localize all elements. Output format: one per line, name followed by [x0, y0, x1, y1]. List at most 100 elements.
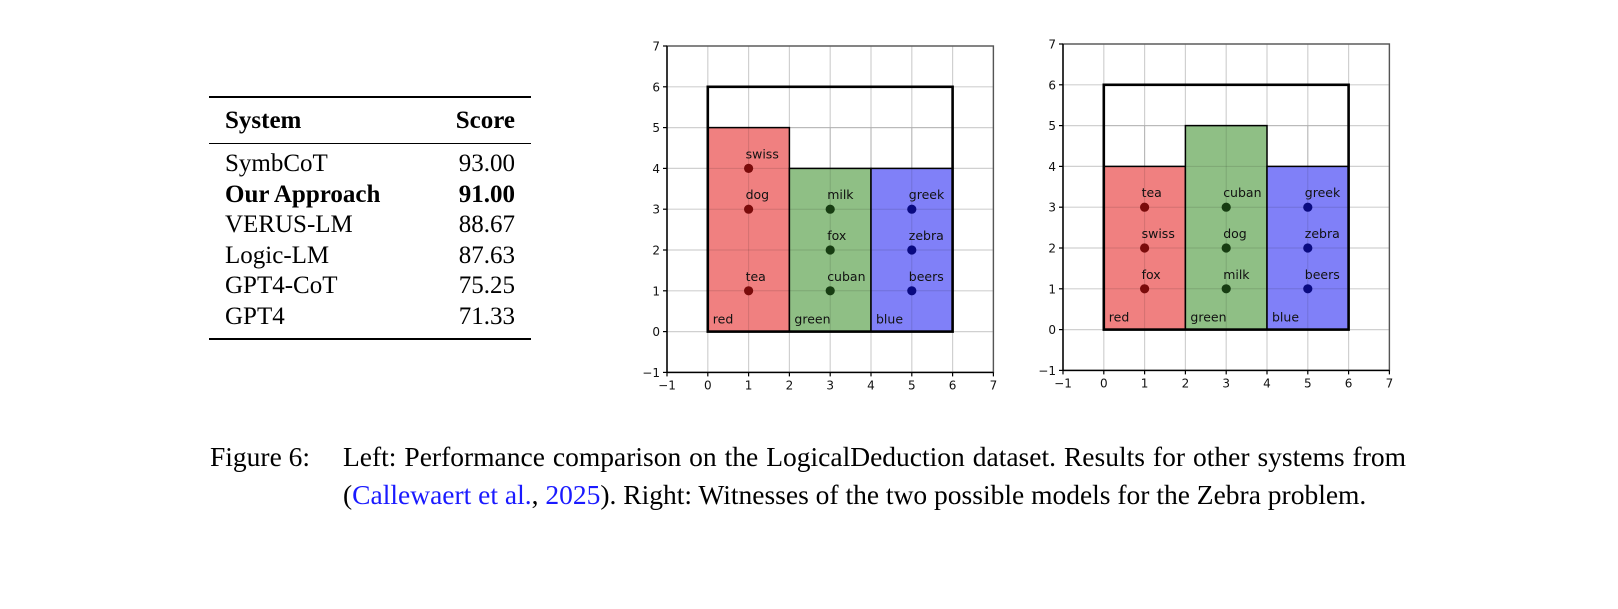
- x-tick-label: 3: [1222, 376, 1230, 390]
- citation-year-link[interactable]: 2025: [545, 479, 600, 510]
- caption-text: Left: Performance comparison on the Logi…: [343, 438, 1406, 514]
- point-beers: [907, 286, 917, 296]
- caption-part-1: Left: Performance comparison on the Logi…: [343, 441, 1406, 510]
- x-tick-label: 6: [949, 378, 957, 392]
- point-label: beers: [1305, 267, 1340, 282]
- point-dog: [744, 204, 754, 214]
- point-dog: [1221, 243, 1231, 253]
- point-label: zebra: [909, 228, 944, 243]
- table-body: SymbCoT 93.00 Our Approach 91.00 VERUS-L…: [209, 144, 531, 338]
- point-swiss: [1140, 243, 1150, 253]
- y-tick-label: 3: [1048, 201, 1056, 215]
- zebra-model-plot-1: red green blue swiss dog tea milk fox cuban greek…: [637, 36, 1013, 402]
- plot-canvas: red green blue swiss dog tea milk fox cuban greek…: [642, 40, 998, 393]
- table-row-highlighted: Our Approach 91.00: [209, 180, 531, 211]
- table-row: GPT4 71.33: [209, 302, 531, 333]
- y-tick-label: 6: [652, 80, 660, 94]
- citation-link[interactable]: Callewaert et al.: [352, 479, 531, 510]
- zebra-model-plot-2: red green blue tea swiss fox cuban dog milk greek…: [1033, 34, 1409, 400]
- point-label: dog: [1223, 226, 1247, 241]
- table-row: SymbCoT 93.00: [209, 149, 531, 180]
- point-cuban: [825, 286, 835, 296]
- x-tick-label: 0: [704, 378, 712, 392]
- point-zebra: [907, 245, 917, 255]
- y-tick-label: 4: [652, 162, 660, 176]
- x-tick-label: −1: [658, 378, 676, 392]
- y-tick-label: 6: [1048, 78, 1056, 92]
- citation-separator: ,: [531, 479, 546, 510]
- point-tea: [1140, 202, 1150, 212]
- x-tick-label: 5: [908, 378, 916, 392]
- street-outline: [706, 85, 954, 333]
- table-bottom-rule: [209, 338, 531, 340]
- point-greek: [907, 204, 917, 214]
- score-value: 91.00: [458, 180, 515, 208]
- x-tick-label: 2: [786, 378, 794, 392]
- system-name: Our Approach: [225, 180, 381, 208]
- point-label: milk: [827, 187, 854, 202]
- point-label: beers: [909, 269, 944, 284]
- results-table: System Score SymbCoT 93.00 Our Approach …: [209, 96, 531, 340]
- x-tick-label: 7: [1386, 376, 1394, 390]
- header-score: Score: [455, 107, 515, 134]
- point-swiss: [744, 163, 754, 173]
- point-tea: [744, 286, 754, 296]
- table-row: VERUS-LM 88.67: [209, 210, 531, 241]
- x-tick-label: 1: [1141, 376, 1149, 390]
- house-label: blue: [1272, 310, 1299, 325]
- x-tick-label: 3: [826, 378, 834, 392]
- point-greek: [1303, 202, 1313, 212]
- house-blue: [1266, 165, 1350, 331]
- point-fox: [825, 245, 835, 255]
- house-label: blue: [876, 312, 903, 327]
- citation-authors[interactable]: Callewaert et al.: [352, 479, 532, 510]
- figure-label: Figure 6:: [210, 441, 311, 472]
- point-cuban: [1221, 202, 1231, 212]
- citation-year[interactable]: 2025: [545, 479, 601, 510]
- y-tick-label: 3: [652, 203, 660, 217]
- street-outline: [1102, 83, 1350, 331]
- y-tick-label: 5: [1048, 119, 1056, 133]
- point-label: swiss: [746, 146, 779, 161]
- point-label: dog: [746, 187, 770, 202]
- y-tick-label: −1: [642, 366, 660, 380]
- point-beers: [1303, 284, 1313, 294]
- point-label: zebra: [1305, 226, 1340, 241]
- house-label: red: [1109, 310, 1130, 325]
- score-value: 93.00: [458, 150, 515, 177]
- y-tick-label: 7: [1048, 38, 1056, 52]
- system-name: VERUS-LM: [225, 211, 353, 238]
- point-label: fox: [1142, 267, 1161, 282]
- score-value: 71.33: [458, 302, 515, 330]
- y-tick-label: 0: [1048, 323, 1056, 337]
- point-label: greek: [1305, 185, 1341, 200]
- system-name: GPT4-CoT: [225, 272, 338, 299]
- point-label: swiss: [1142, 226, 1175, 241]
- point-label: milk: [1223, 267, 1250, 282]
- point-label: tea: [1142, 185, 1162, 200]
- score-value: 75.25: [458, 272, 515, 299]
- x-tick-label: 2: [1182, 376, 1190, 390]
- table-top-rule: [209, 96, 531, 98]
- y-tick-label: 0: [652, 325, 660, 339]
- x-tick-label: 4: [1263, 376, 1271, 390]
- table-header-rule: [209, 143, 531, 144]
- table-row: Logic-LM 87.63: [209, 241, 531, 272]
- table-header-row: System Score: [209, 98, 531, 143]
- house-label: green: [794, 312, 830, 327]
- y-tick-label: −1: [1038, 364, 1056, 378]
- point-label: cuban: [1223, 185, 1261, 200]
- y-tick-label: 2: [652, 244, 660, 258]
- x-tick-label: 6: [1345, 376, 1353, 390]
- x-tick-label: 4: [867, 378, 875, 392]
- plot-canvas: red green blue tea swiss fox cuban dog milk greek…: [1038, 38, 1394, 391]
- caption-part-2: ). Right: Witnesses of the two possible …: [600, 479, 1367, 510]
- point-label: greek: [909, 187, 945, 202]
- point-label: fox: [827, 228, 846, 243]
- y-tick-label: 4: [1048, 160, 1056, 174]
- y-tick-label: 7: [652, 40, 660, 54]
- system-name: SymbCoT: [225, 150, 328, 177]
- point-fox: [1140, 284, 1150, 294]
- x-tick-label: 7: [990, 378, 998, 392]
- system-name: Logic-LM: [225, 241, 330, 269]
